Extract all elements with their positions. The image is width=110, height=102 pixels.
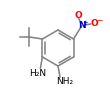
Text: O: O [75,11,82,19]
Text: +: + [83,20,89,26]
Text: NH₂: NH₂ [56,78,74,86]
Text: N: N [78,22,85,30]
Text: O: O [91,19,98,28]
Text: H₂N: H₂N [29,69,46,78]
Text: −: − [96,17,103,26]
